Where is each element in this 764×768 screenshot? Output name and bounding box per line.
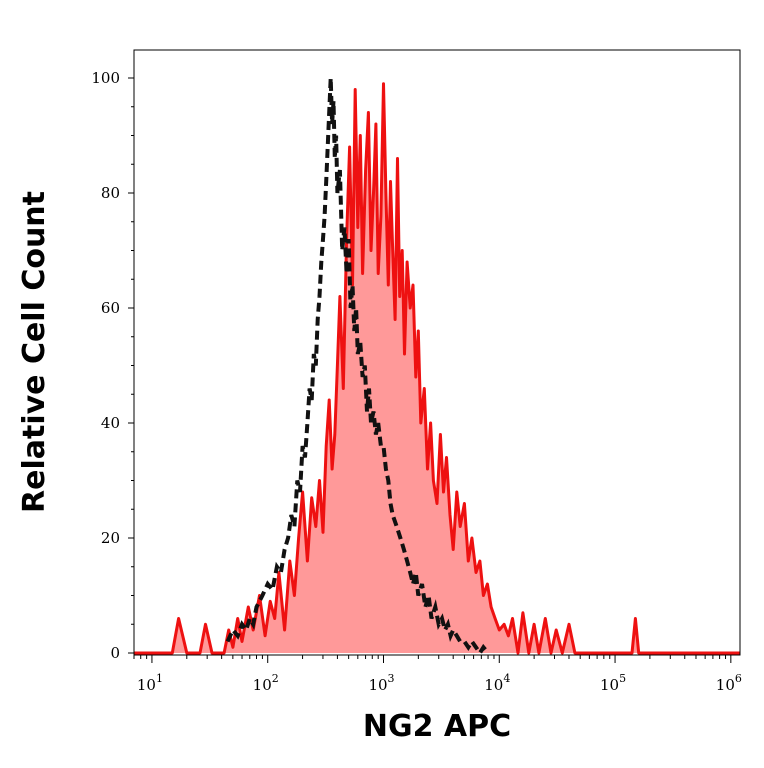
x-tick-label: 105: [600, 672, 626, 694]
series-layer: [134, 77, 740, 657]
y-tick-label: 40: [101, 414, 120, 432]
filled-histogram-line: [134, 82, 740, 655]
x-tick-label: 101: [137, 672, 163, 694]
y-tick-label: 80: [101, 184, 120, 202]
filled-histogram-area: [134, 83, 740, 654]
x-axis-title: NG2 APC: [363, 709, 511, 744]
y-tick-label: 0: [110, 644, 120, 662]
dashed-histogram-line: [225, 77, 490, 657]
y-tick-label: 100: [91, 69, 120, 87]
x-tick-label: 104: [484, 672, 510, 694]
x-tick-label: 102: [253, 672, 279, 694]
x-tick-label: 106: [716, 672, 742, 694]
axis-layer: 0 20 40 60 80 100 101 102 103 104 105 106: [91, 69, 742, 694]
plot-frame: [133, 49, 741, 656]
y-axis-title: Relative Cell Count: [17, 191, 52, 513]
y-tick-label: 60: [101, 299, 120, 317]
x-tick-label: 103: [368, 672, 394, 694]
y-tick-label: 20: [101, 529, 120, 547]
